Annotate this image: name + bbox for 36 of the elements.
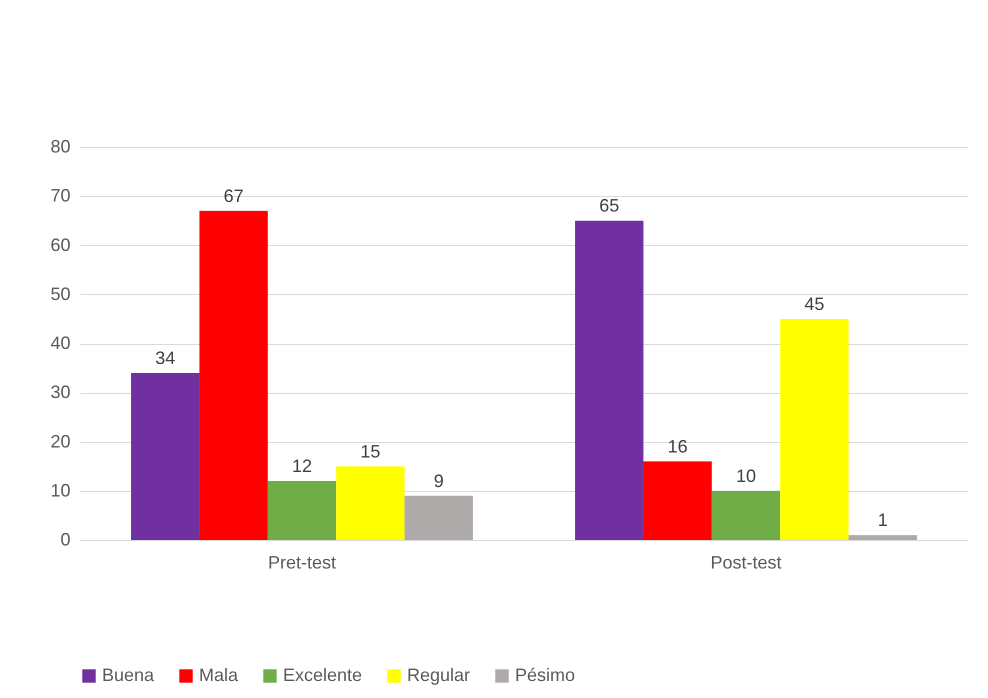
bar bbox=[575, 220, 644, 540]
bar bbox=[268, 481, 336, 540]
data-label: 10 bbox=[736, 466, 756, 486]
y-tick-label: 80 bbox=[50, 136, 70, 156]
bar bbox=[199, 210, 268, 540]
y-tick-label: 60 bbox=[50, 234, 70, 255]
legend-label: Regular bbox=[407, 665, 470, 685]
data-label: 67 bbox=[224, 186, 244, 206]
bar bbox=[712, 490, 780, 540]
bar bbox=[643, 461, 712, 540]
data-label: 9 bbox=[434, 470, 444, 491]
bar bbox=[404, 496, 473, 540]
y-tick-label: 20 bbox=[50, 431, 70, 452]
bar bbox=[848, 535, 917, 540]
data-label: 1 bbox=[878, 510, 888, 530]
data-label: 15 bbox=[360, 441, 380, 462]
data-label: 45 bbox=[804, 294, 824, 314]
bar bbox=[336, 466, 405, 540]
legend-label: Excelente bbox=[283, 665, 362, 685]
legend-label: Buena bbox=[102, 665, 156, 685]
y-tick-label: 30 bbox=[50, 382, 70, 402]
data-label: 34 bbox=[155, 348, 176, 368]
y-tick-label: 10 bbox=[50, 480, 70, 500]
y-tick-label: 40 bbox=[50, 333, 70, 353]
legend-label: Pésimo bbox=[515, 665, 576, 685]
y-tick-label: 70 bbox=[50, 186, 70, 206]
bar bbox=[780, 318, 849, 540]
data-label: 12 bbox=[292, 456, 312, 476]
y-tick-label: 0 bbox=[60, 530, 70, 550]
x-tick-label: Post-test bbox=[710, 552, 782, 572]
data-label: 16 bbox=[668, 436, 688, 456]
legend-label: Mala bbox=[199, 665, 240, 685]
data-label: 65 bbox=[599, 196, 620, 216]
bar bbox=[131, 372, 200, 540]
x-tick-label: Pret-test bbox=[268, 552, 336, 572]
y-tick-label: 50 bbox=[50, 284, 70, 304]
